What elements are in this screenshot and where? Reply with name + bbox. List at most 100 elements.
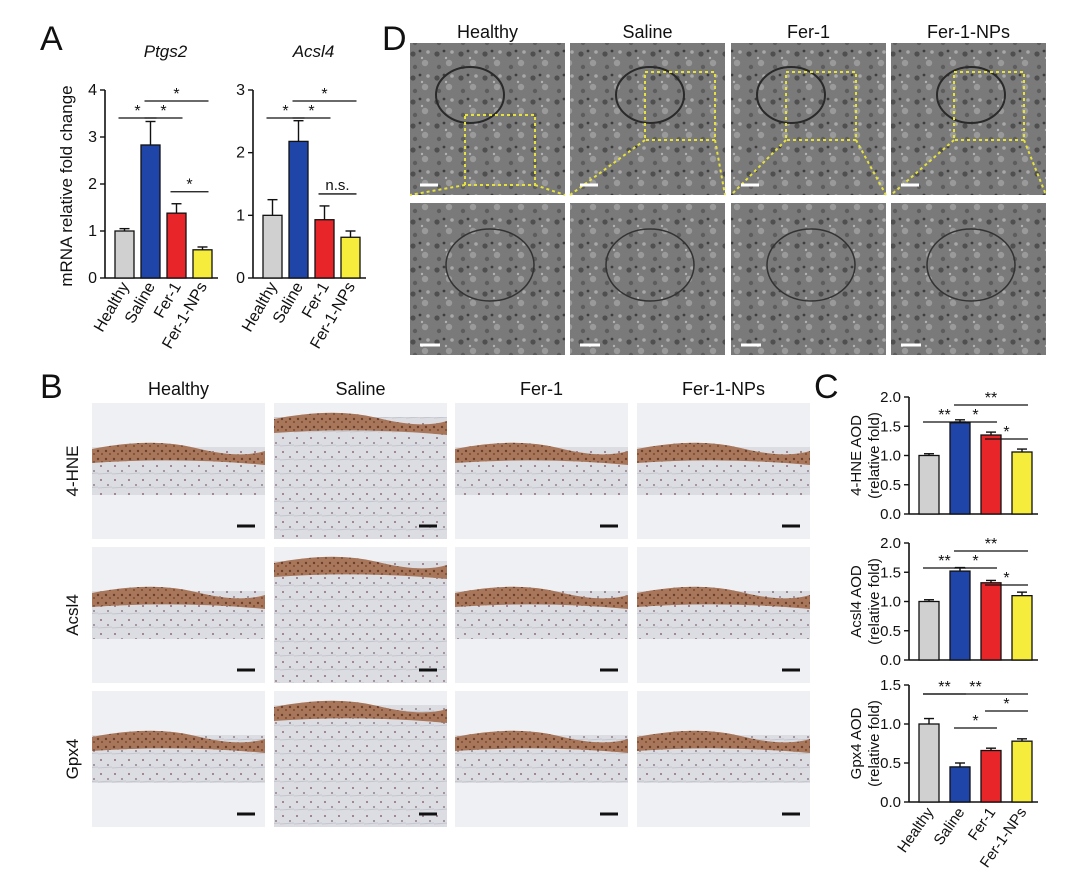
ihc-epithelium [274,412,447,435]
tem-zoom-image [731,203,886,355]
chart-title: Ptgs2 [144,42,188,61]
ihc-epithelium [92,442,265,465]
y-tick-label: 1.5 [880,564,901,581]
panel-d-tem: Healthy Saline Fer-1 Fer-1-NPs [409,22,1047,355]
tem-nucleus [615,66,685,124]
tem-zoom-image [570,203,725,355]
y-tick-label: 0.5 [880,477,901,494]
panel-label-b: B [40,368,63,406]
chart-4hne-aod: 0.0 0.5 1.0 1.5 2.0 4-HNE AOD (relative fold) *… [848,389,1038,523]
significance-label: * [1003,424,1009,441]
significance-label: * [972,713,978,730]
x-tick-label: Saline [930,805,968,849]
y-tick-label: 1.5 [880,418,901,435]
significance-label: * [1003,696,1009,713]
ihc-epithelium [455,730,628,753]
panel-a-ylabel: mRNA relative fold change [57,85,76,286]
y-tick-label: 2 [236,145,245,162]
bar-healthy [918,723,940,803]
bar-healthy [918,454,940,515]
bar-healthy [114,230,135,279]
zoom-region-box [953,71,1025,141]
panel-b-ihc: Healthy Saline Fer-1 Fer-1-NPs 4-HNE Acsl4 Gpx… [63,379,810,827]
ihc-row-label: Acsl4 [63,594,82,636]
significance-label: * [173,86,179,103]
ihc-epithelium [274,556,447,579]
y-axis-label: Gpx4 AOD [848,707,865,779]
bar-saline [949,422,971,515]
bar-fer-1 [980,749,1002,803]
bar-fer-1 [980,434,1002,515]
ihc-column-header: Healthy [148,379,209,399]
panel-label-d: D [382,20,407,58]
y-tick-label: 1.0 [880,594,901,611]
zoom-region-box [785,71,857,141]
y-tick-label: 1.0 [880,448,901,465]
chart-title: Acsl4 [292,42,335,61]
significance-label: * [972,407,978,424]
y-tick-label: 3 [236,82,245,99]
y-tick-label: 3 [88,129,97,146]
y-tick-label: 0 [236,270,245,287]
y-axis-label: 4-HNE AOD [848,415,865,496]
ihc-epithelium [637,442,810,465]
tem-overview-image [570,43,725,195]
significance-label: ** [985,536,997,553]
bar-fer-1-nps [1011,595,1033,661]
tem-zoom-image [410,203,565,355]
ihc-stroma [274,417,447,539]
bar-fer-1-nps [1011,451,1033,515]
y-tick-label: 2.0 [880,389,901,406]
bar-saline [140,144,161,279]
tem-overview-image [891,43,1046,195]
tem-organelle [605,228,695,302]
tem-zoom-image [891,203,1046,355]
significance-label: * [134,103,140,120]
bar-fer-1 [166,212,187,279]
zoom-connector [534,184,566,196]
ihc-stroma [274,561,447,683]
panel-label-a: A [40,20,63,58]
y-tick-label: 2 [88,176,97,193]
ihc-column-header: Fer-1-NPs [682,379,765,399]
significance-label: * [160,103,166,120]
ihc-epithelium [274,700,447,723]
tem-nucleus [936,66,1006,124]
tem-nucleus [756,66,826,124]
ihc-column-header: Fer-1 [520,379,563,399]
bar-fer-1 [980,582,1002,661]
ihc-stroma [274,705,447,827]
tem-column-header: Healthy [457,22,518,42]
y-axis-label-unit: (relative fold) [866,412,883,499]
x-tick-label: Healthy [894,804,937,856]
bar-healthy [918,600,940,661]
panel-label-c: C [814,368,839,406]
ihc-epithelium [637,586,810,609]
significance-label: * [308,103,314,120]
tem-column-header: Fer-1-NPs [927,22,1010,42]
significance-label: n.s. [325,177,349,194]
bar-saline [949,570,971,661]
zoom-connector [855,139,887,196]
significance-label: ** [938,407,950,424]
significance-label: ** [938,679,950,696]
bar-saline [949,766,971,803]
y-tick-label: 0.5 [880,623,901,640]
y-axis-label: Acsl4 AOD [848,565,865,638]
tem-nucleus [435,66,505,124]
x-tick-label: Healthy [91,280,133,335]
tem-organelle [766,228,856,302]
y-tick-label: 2.0 [880,535,901,552]
bar-saline [288,140,309,279]
bar-healthy [262,214,283,279]
ihc-row-label: 4-HNE [63,445,82,496]
ihc-column-header: Saline [335,379,385,399]
zoom-region-box [644,71,716,141]
ihc-epithelium [92,730,265,753]
significance-label: ** [938,553,950,570]
tem-column-header: Fer-1 [787,22,830,42]
bar-fer-1 [314,219,335,279]
